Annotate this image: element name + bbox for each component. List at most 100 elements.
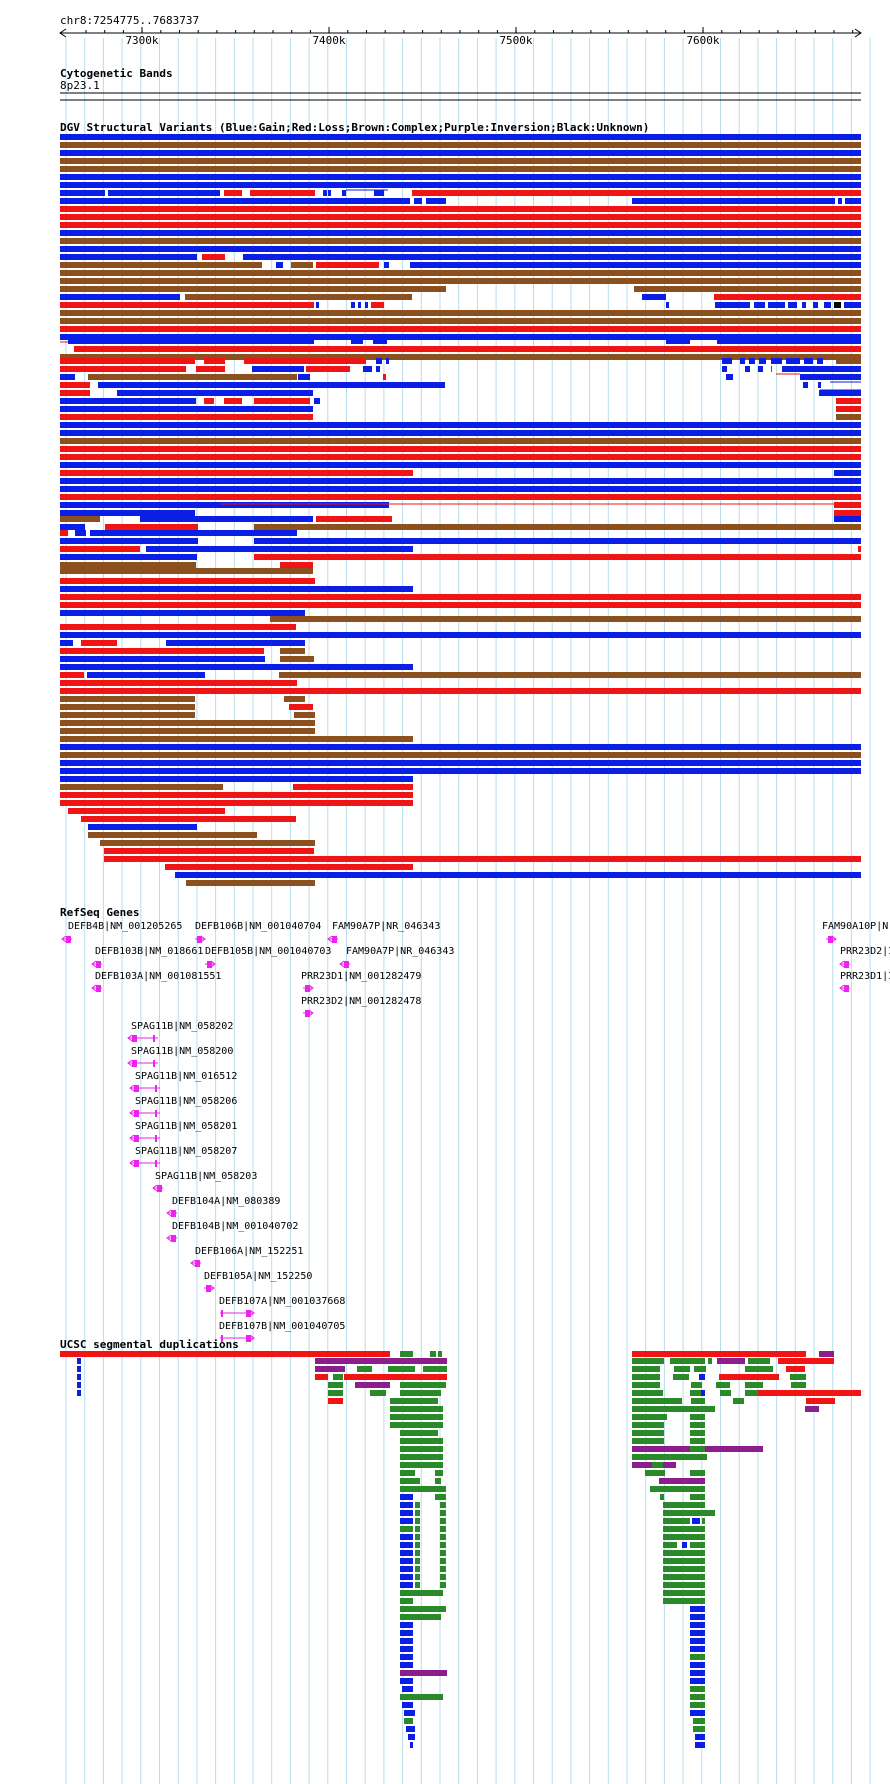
gene-glyph — [204, 1284, 215, 1292]
gain-variant — [60, 760, 861, 766]
segdup-feature — [748, 1358, 770, 1364]
segdup-feature — [355, 1382, 390, 1388]
ruler-left-arrow-icon — [59, 28, 67, 38]
segdup-feature — [690, 1710, 705, 1716]
gene-label: PRR23D2|NM_001282478 — [301, 996, 421, 1007]
complex-variant — [836, 358, 861, 364]
segdup-feature — [632, 1390, 663, 1396]
segdup-feature — [415, 1574, 420, 1580]
segdup-features — [60, 1351, 861, 1748]
gene-label: SPAG11B|NM_058203 — [155, 1171, 257, 1182]
gene-label: PRR23D1|NM_001282479 — [301, 971, 421, 982]
segdup-feature — [415, 1566, 420, 1572]
gene-exon — [155, 1160, 157, 1167]
segdup-feature — [663, 1590, 705, 1596]
complex-variant — [60, 354, 861, 360]
gene-exon — [332, 936, 337, 943]
loss-variant — [834, 510, 861, 516]
loss-variant — [60, 358, 195, 364]
gain-variant — [60, 486, 861, 492]
segdup-feature — [400, 1662, 413, 1668]
gain-variant — [60, 174, 861, 180]
segdup-feature — [690, 1630, 705, 1636]
segdup-feature — [400, 1542, 413, 1548]
dgv-title: DGV Structural Variants (Blue:Gain;Red:L… — [60, 121, 649, 134]
strand-left-arrow-icon — [91, 960, 97, 968]
segdup-feature — [404, 1710, 415, 1716]
gene-label: DEFB4B|NM_001205265 — [68, 921, 182, 932]
gain-variant — [276, 262, 283, 268]
dgv-track: DGV Structural Variants (Blue:Gain;Red:L… — [60, 121, 861, 886]
gain-variant — [384, 262, 389, 268]
loss-variant — [371, 302, 384, 308]
segdup-feature — [805, 1406, 819, 1412]
loss-variant — [60, 494, 861, 500]
complex-variant — [60, 568, 313, 574]
segdup-feature — [440, 1582, 446, 1588]
gain-variant — [60, 334, 861, 340]
tick-label-7500k: 7500k — [499, 34, 532, 47]
complex-variant — [60, 736, 413, 742]
segdup-feature — [400, 1454, 443, 1460]
gain-variant — [60, 610, 305, 616]
segdup-feature — [402, 1702, 413, 1708]
gain-variant — [749, 358, 755, 364]
gene-exon — [134, 1110, 139, 1117]
segdup-feature — [440, 1550, 446, 1556]
segdup-feature — [632, 1374, 660, 1380]
strand-left-arrow-icon — [129, 1084, 135, 1092]
segdup-feature — [745, 1366, 773, 1372]
gain-variant — [316, 302, 319, 308]
segdup-feature — [663, 1550, 705, 1556]
segdup-feature — [415, 1518, 420, 1524]
loss-variant — [204, 398, 214, 404]
strand-right-arrow-icon — [308, 984, 314, 992]
segdup-feature — [400, 1430, 438, 1436]
segdup-feature — [690, 1662, 705, 1668]
gain-variant — [108, 190, 220, 196]
gain-variant — [414, 198, 422, 204]
loss-variant — [105, 524, 198, 530]
gain-variant — [758, 366, 763, 372]
segdup-feature — [77, 1382, 81, 1388]
segdup-feature — [430, 1351, 436, 1357]
gain-variant — [726, 374, 733, 380]
gain-variant — [254, 538, 861, 544]
gain-variant — [824, 302, 831, 308]
gain-variant — [60, 374, 75, 380]
gain-variant — [60, 664, 413, 670]
segdup-feature — [693, 1726, 705, 1732]
gain-variant — [373, 338, 387, 344]
gene-glyph — [91, 984, 102, 992]
segdup-feature — [435, 1494, 446, 1500]
gain-variant — [666, 338, 690, 344]
segdup-feature — [663, 1518, 690, 1524]
segdup-feature — [400, 1494, 413, 1500]
segdup-feature — [663, 1566, 705, 1572]
gene-label: SPAG11B|NM_058207 — [135, 1146, 237, 1157]
loss-variant — [60, 688, 413, 694]
strand-left-arrow-icon — [127, 1059, 133, 1067]
loss-variant — [858, 546, 861, 552]
segdup-feature — [328, 1398, 343, 1404]
gene-label: SPAG11B|NM_058202 — [131, 1021, 233, 1032]
complex-variant — [280, 648, 305, 654]
loss-variant — [68, 808, 225, 814]
segdup-feature — [690, 1646, 705, 1652]
loss-variant — [104, 848, 314, 854]
gene-exon — [96, 985, 101, 992]
segdup-feature — [690, 1606, 705, 1612]
gain-variant — [426, 198, 446, 204]
segdup-feature — [328, 1390, 343, 1396]
strand-left-arrow-icon — [127, 1034, 133, 1042]
gain-variant — [117, 390, 313, 396]
gene-exon — [155, 1135, 157, 1142]
gain-variant — [60, 524, 85, 530]
gain-variant — [722, 366, 727, 372]
complex-variant — [186, 880, 315, 886]
complex-variant — [836, 414, 861, 420]
complex-variant — [60, 562, 196, 568]
loss-variant — [60, 602, 861, 608]
segdup-feature — [400, 1670, 447, 1676]
segdup-feature — [357, 1366, 372, 1372]
